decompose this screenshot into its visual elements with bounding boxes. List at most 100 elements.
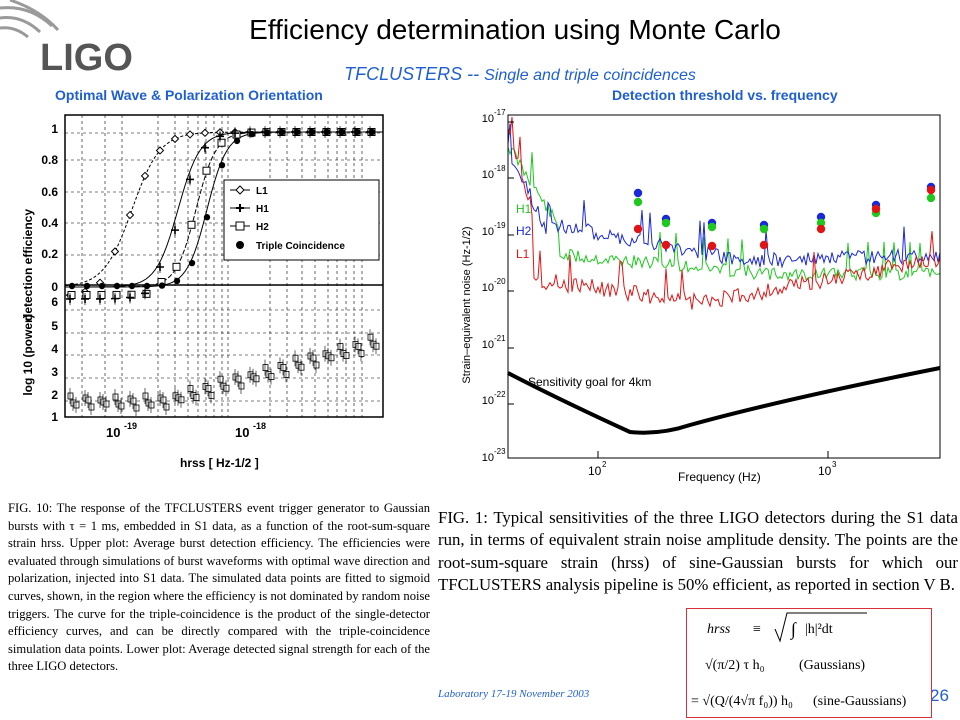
power-point — [133, 404, 140, 412]
xtick-exp: -19 — [124, 421, 137, 431]
ytick: 10 — [482, 169, 494, 181]
ligo-logo: LIGO — [0, 0, 133, 79]
subtitle-main: TFCLUSTERS -- — [344, 64, 480, 84]
subtitle-rest: Single and triple coincidences — [484, 67, 696, 84]
footer-text: Laboratory 17-19 November 2003 — [438, 688, 590, 700]
point-triple — [203, 214, 211, 221]
lower-ylabel: log 10 (power) — [21, 314, 35, 395]
power-point — [208, 391, 215, 399]
point-triple — [83, 282, 91, 290]
power-point — [358, 349, 365, 357]
formula-rhs1: |h|²dt — [805, 622, 833, 637]
ytick-lower: 2 — [51, 388, 58, 402]
power-point — [85, 396, 92, 404]
noise-curve-h2 — [507, 123, 941, 269]
point-h2 — [217, 138, 226, 147]
point-triple — [368, 128, 376, 136]
ytick: 10 — [482, 113, 494, 125]
point-triple — [128, 282, 136, 290]
formula-rhs3: (sine-Gaussians) — [813, 694, 907, 709]
power-points — [67, 329, 380, 416]
ytick-exp: -23 — [494, 447, 506, 456]
legend: L1 H1 H2 Triple Coincidence — [223, 179, 380, 261]
ytick-upper: 0.4 — [41, 216, 58, 230]
power-point — [205, 384, 212, 392]
legend-marker-square — [235, 221, 245, 231]
ytick-exp: -19 — [494, 221, 506, 230]
point-h2 — [82, 290, 91, 299]
point-triple — [278, 128, 286, 136]
caption-left: FIG. 10: The response of the TFCLUSTERS … — [8, 501, 430, 674]
noise-curve-h1 — [507, 146, 941, 282]
legend-marker-dot — [236, 241, 244, 249]
ytick-exp: -20 — [494, 277, 506, 286]
ytick: 10 — [482, 452, 494, 464]
power-point — [328, 354, 335, 362]
efficiency-points — [65, 126, 376, 305]
formula-lhs: hrss — [707, 622, 731, 637]
hrss-point-l1 — [871, 204, 881, 214]
point-h2 — [232, 130, 241, 139]
ytick-upper: 0.2 — [41, 247, 58, 261]
formula-sqrt — [774, 612, 867, 643]
legend-marker-diamond — [235, 185, 245, 195]
ytick: 10 — [482, 339, 494, 351]
point-h2 — [202, 166, 211, 175]
point-h2 — [187, 220, 196, 229]
power-point — [313, 361, 320, 369]
hrss-point-l1 — [633, 224, 643, 234]
series-label-h1: H1 — [516, 202, 532, 216]
hrss-point-h2 — [816, 212, 826, 222]
formula-line2: √(π/2) τ h₀ — [705, 658, 765, 673]
legend-entry: H1 — [256, 204, 269, 215]
noise-plot-ticks — [508, 121, 829, 459]
hrss-point-h1 — [759, 224, 769, 234]
power-point — [373, 342, 380, 350]
formula-eq: ≡ — [753, 622, 761, 637]
legend-entry: L1 — [256, 186, 268, 197]
noise-ytick-exps: -17 -18 -19 -20 -21 -22 -23 — [494, 108, 506, 456]
xtick-exp: 2 — [602, 460, 607, 469]
point-triple — [323, 128, 331, 136]
point-triple — [218, 161, 226, 169]
noise-xlabel: Frequency (Hz) — [678, 470, 761, 484]
goal-annotation: Sensitivity goal for 4km — [528, 375, 651, 389]
xtick: 10 — [588, 464, 602, 478]
power-point — [178, 396, 185, 404]
power-point — [223, 384, 230, 392]
logo-swoosh-icon — [0, 0, 60, 39]
legend-marker-cross — [236, 204, 244, 212]
xtick-exp: 3 — [832, 460, 837, 469]
ytick: 10 — [482, 226, 494, 238]
point-triple — [113, 282, 121, 290]
power-point — [118, 402, 125, 410]
series-label-h2: H2 — [516, 224, 532, 238]
ytick-lower: 1 — [51, 410, 58, 424]
power-point — [217, 375, 224, 383]
power-point — [268, 373, 275, 381]
point-triple — [338, 128, 346, 136]
point-l1 — [140, 171, 150, 181]
noise-yticks: 10 10 10 10 10 10 10 — [482, 113, 494, 464]
power-point — [193, 394, 200, 402]
right-plot-label: Detection threshold vs. frequency — [612, 87, 838, 103]
sensitivity-goal-curve — [507, 366, 941, 435]
ytick-upper: 0.8 — [41, 153, 58, 167]
xlabel: hrss [ Hz-1/2 ] — [180, 456, 259, 470]
xtick-label: 10 — [106, 425, 120, 440]
power-point — [343, 352, 350, 360]
efficiency-plot-grid — [65, 115, 383, 417]
hrss-point-h1 — [926, 193, 936, 203]
point-l1 — [200, 128, 210, 138]
power-point — [310, 354, 317, 362]
left-plot-label: Optimal Wave & Polarization Orientation — [55, 87, 323, 103]
point-l1 — [125, 210, 135, 220]
ytick: 10 — [482, 395, 494, 407]
power-point — [187, 385, 194, 393]
power-point — [103, 400, 110, 408]
power-point — [280, 363, 287, 371]
series-label-l1: L1 — [516, 247, 530, 261]
ytick: 10 — [482, 282, 494, 294]
point-triple — [143, 282, 151, 290]
noise-plot-frame — [507, 114, 941, 459]
